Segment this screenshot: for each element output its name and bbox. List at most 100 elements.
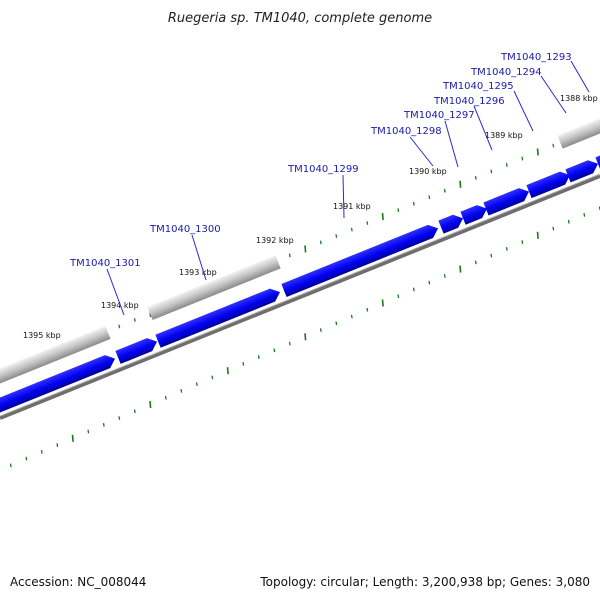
kbp-label: 1393 kbp	[179, 268, 217, 277]
leader-line	[409, 136, 434, 167]
gene-label-tm1040-1293[interactable]: TM1040_1293	[500, 52, 572, 63]
minor-tick	[552, 226, 555, 231]
minor-tick	[288, 341, 291, 346]
minor-tick	[505, 246, 508, 251]
minor-tick	[412, 287, 415, 292]
minor-tick	[133, 318, 136, 322]
minor-tick	[366, 221, 369, 225]
grey-feature[interactable]	[557, 115, 600, 149]
minor-tick	[133, 409, 136, 414]
minor-tick	[335, 234, 338, 238]
minor-tick	[443, 274, 446, 278]
leader-line	[473, 105, 493, 151]
map-title: Ruegeria sp. TM1040, complete genome	[168, 11, 432, 26]
major-tick	[71, 434, 74, 442]
minor-tick	[180, 389, 183, 393]
gene-feature[interactable]	[460, 202, 489, 225]
leader-line	[444, 120, 459, 168]
kbp-label: 1391 kbp	[333, 202, 371, 211]
leader-line	[342, 174, 345, 219]
leader-line	[540, 75, 567, 114]
minor-tick	[350, 314, 353, 319]
major-tick	[459, 265, 462, 273]
minor-tick	[397, 294, 400, 299]
minor-tick	[397, 208, 400, 213]
minor-tick	[288, 253, 291, 258]
gene-feature[interactable]	[483, 185, 531, 216]
grey-feature-track	[0, 115, 600, 385]
minor-tick	[583, 213, 586, 217]
minor-tick	[273, 348, 276, 353]
gene-feature-track	[0, 153, 600, 414]
major-tick	[459, 180, 462, 188]
leader-line	[513, 90, 534, 132]
gene-label-tm1040-1301[interactable]: TM1040_1301	[69, 258, 141, 269]
kbp-label: 1390 kbp	[409, 167, 447, 176]
major-tick	[304, 245, 307, 253]
gene-feature[interactable]	[155, 286, 282, 348]
minor-tick	[490, 253, 493, 258]
genome-backbone	[0, 174, 600, 420]
gene-label-tm1040-1300[interactable]: TM1040_1300	[149, 224, 221, 235]
gene-feature[interactable]	[281, 222, 440, 297]
minor-tick	[118, 324, 121, 329]
minor-tick	[474, 175, 477, 180]
major-tick	[536, 231, 539, 239]
genome-backbone-highlight	[0, 173, 600, 417]
gene-feature[interactable]	[526, 169, 572, 199]
gene-feature[interactable]	[565, 157, 600, 183]
kbp-label: 1388 kbp	[560, 94, 598, 103]
minor-tick	[366, 307, 369, 312]
minor-tick	[443, 188, 446, 193]
leader-line	[106, 268, 125, 316]
minor-tick	[164, 395, 167, 400]
minor-tick	[211, 375, 214, 380]
kbp-labels: 1388 kbp 1389 kbp 1390 kbp 1391 kbp 1392…	[23, 94, 598, 340]
minor-tick	[25, 456, 28, 461]
minor-tick	[9, 463, 12, 468]
leader-line	[570, 60, 590, 93]
inner-tick-ring	[9, 206, 600, 468]
gene-label-tm1040-1295[interactable]: TM1040_1295	[442, 81, 514, 92]
grey-feature[interactable]	[147, 255, 281, 320]
kbp-label: 1392 kbp	[256, 236, 294, 245]
kbp-label: 1395 kbp	[23, 331, 61, 340]
minor-tick	[412, 201, 415, 206]
topology-text: Topology: circular; Length: 3,200,938 bp…	[259, 575, 590, 589]
minor-tick	[505, 163, 508, 167]
major-tick	[381, 213, 384, 221]
minor-tick	[319, 240, 322, 245]
gene-feature[interactable]	[115, 335, 159, 364]
minor-tick	[552, 143, 555, 148]
minor-tick	[521, 240, 524, 244]
gene-feature[interactable]	[438, 212, 465, 234]
major-tick	[149, 400, 152, 409]
accession-text: Accession: NC_008044	[10, 575, 146, 589]
minor-tick	[195, 382, 198, 387]
minor-tick	[428, 280, 431, 285]
minor-tick	[319, 328, 322, 332]
kbp-label: 1389 kbp	[485, 131, 523, 140]
minor-tick	[490, 169, 493, 174]
minor-tick	[428, 195, 431, 200]
gene-label-tm1040-1299[interactable]: TM1040_1299	[287, 164, 359, 175]
gene-label-tm1040-1297[interactable]: TM1040_1297	[403, 110, 475, 121]
major-tick	[226, 367, 229, 375]
minor-tick	[474, 260, 477, 265]
gene-label-tm1040-1296[interactable]: TM1040_1296	[433, 96, 505, 107]
minor-tick	[118, 416, 121, 420]
minor-tick	[335, 321, 338, 326]
gene-feature[interactable]	[0, 352, 118, 414]
major-tick	[304, 333, 307, 341]
kbp-label: 1394 kbp	[101, 301, 139, 310]
gene-label-tm1040-1298[interactable]: TM1040_1298	[370, 126, 442, 137]
minor-tick	[102, 422, 105, 427]
grey-feature[interactable]	[0, 325, 111, 385]
minor-tick	[350, 227, 353, 232]
gene-label-tm1040-1294[interactable]: TM1040_1294	[470, 67, 542, 78]
minor-tick	[521, 156, 524, 161]
minor-tick	[567, 219, 570, 224]
minor-tick	[257, 355, 260, 360]
